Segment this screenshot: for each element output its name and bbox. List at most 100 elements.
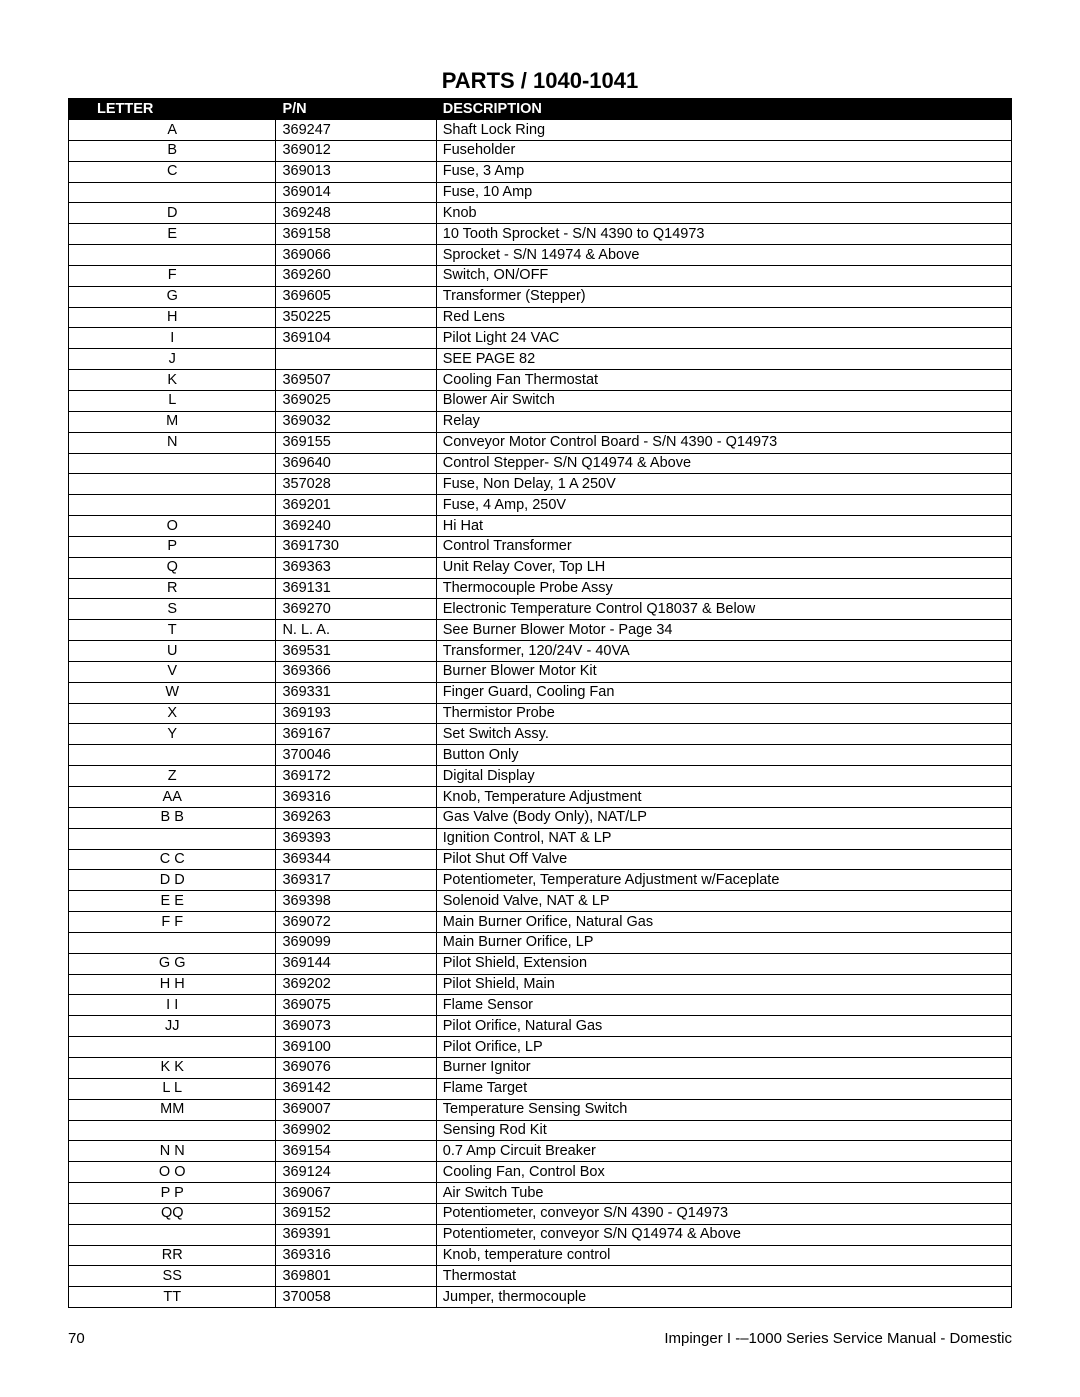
table-row: P3691730Control Transformer [69,536,1012,557]
cell-description: Potentiometer, conveyor S/N 4390 - Q1497… [436,1203,1011,1224]
cell-letter: O [69,516,276,537]
table-row: 369014Fuse, 10 Amp [69,182,1012,203]
cell-pn: 369032 [276,411,436,432]
cell-description: Cooling Fan, Control Box [436,1162,1011,1183]
table-row: RR369316Knob, temperature control [69,1245,1012,1266]
cell-letter: O O [69,1162,276,1183]
table-row: K K369076Burner Ignitor [69,1057,1012,1078]
cell-description: Pilot Orifice, Natural Gas [436,1016,1011,1037]
cell-letter: B B [69,807,276,828]
cell-letter: U [69,641,276,662]
cell-pn: 350225 [276,307,436,328]
cell-description: Main Burner Orifice, LP [436,932,1011,953]
cell-description: Gas Valve (Body Only), NAT/LP [436,807,1011,828]
page-footer: 70 Impinger I -–1000 Series Service Manu… [68,1330,1012,1347]
table-row: R369131Thermocouple Probe Assy [69,578,1012,599]
cell-description: Fuse, 3 Amp [436,161,1011,182]
cell-pn: 369131 [276,578,436,599]
cell-description: Solenoid Valve, NAT & LP [436,891,1011,912]
table-row: G G369144Pilot Shield, Extension [69,953,1012,974]
cell-letter: L L [69,1078,276,1099]
cell-pn: 369605 [276,286,436,307]
cell-description: Cooling Fan Thermostat [436,370,1011,391]
table-row: TT370058Jumper, thermocouple [69,1287,1012,1308]
cell-pn: 369316 [276,787,436,808]
cell-description: Pilot Light 24 VAC [436,328,1011,349]
cell-description: Knob [436,203,1011,224]
cell-description: Potentiometer, conveyor S/N Q14974 & Abo… [436,1224,1011,1245]
cell-letter [69,495,276,516]
cell-letter [69,1037,276,1058]
cell-description: Knob, Temperature Adjustment [436,787,1011,808]
cell-letter [69,1120,276,1141]
cell-pn: 369248 [276,203,436,224]
cell-pn: 369066 [276,245,436,266]
cell-pn: 369640 [276,453,436,474]
table-row: L L369142Flame Target [69,1078,1012,1099]
table-row: P P369067Air Switch Tube [69,1183,1012,1204]
table-row: MM369007Temperature Sensing Switch [69,1099,1012,1120]
table-row: QQ369152Potentiometer, conveyor S/N 4390… [69,1203,1012,1224]
cell-description: SEE PAGE 82 [436,349,1011,370]
cell-pn: 369193 [276,703,436,724]
table-row: L369025Blower Air Switch [69,390,1012,411]
cell-description: Transformer, 120/24V - 40VA [436,641,1011,662]
cell-letter: N [69,432,276,453]
cell-pn: 369316 [276,1245,436,1266]
cell-pn: 369167 [276,724,436,745]
table-row: M369032Relay [69,411,1012,432]
table-row: D369248Knob [69,203,1012,224]
cell-letter: L [69,390,276,411]
cell-letter: X [69,703,276,724]
table-row: 369902Sensing Rod Kit [69,1120,1012,1141]
cell-pn: 370058 [276,1287,436,1308]
cell-pn: 369076 [276,1057,436,1078]
cell-pn: 369075 [276,995,436,1016]
cell-letter: K K [69,1057,276,1078]
cell-letter: I I [69,995,276,1016]
cell-description: Burner Ignitor [436,1057,1011,1078]
cell-pn: 369142 [276,1078,436,1099]
table-row: X369193Thermistor Probe [69,703,1012,724]
cell-description: Main Burner Orifice, Natural Gas [436,912,1011,933]
table-row: O369240Hi Hat [69,516,1012,537]
col-header-description: DESCRIPTION [436,99,1011,120]
cell-letter: R [69,578,276,599]
cell-pn: 369067 [276,1183,436,1204]
table-row: F369260Switch, ON/OFF [69,265,1012,286]
cell-pn: 369240 [276,516,436,537]
cell-letter: JJ [69,1016,276,1037]
table-row: JSEE PAGE 82 [69,349,1012,370]
table-row: SS369801Thermostat [69,1266,1012,1287]
cell-pn: 369072 [276,912,436,933]
cell-description: Red Lens [436,307,1011,328]
cell-letter [69,828,276,849]
cell-letter: F [69,265,276,286]
table-row: I I369075Flame Sensor [69,995,1012,1016]
cell-pn: 369144 [276,953,436,974]
page-title: PARTS / 1040-1041 [68,68,1012,94]
cell-letter [69,453,276,474]
cell-description: Hi Hat [436,516,1011,537]
table-row: S369270Electronic Temperature Control Q1… [69,599,1012,620]
cell-letter: I [69,328,276,349]
cell-letter: W [69,682,276,703]
table-row: A369247Shaft Lock Ring [69,120,1012,141]
cell-pn: 369014 [276,182,436,203]
cell-description: Air Switch Tube [436,1183,1011,1204]
cell-letter: P [69,536,276,557]
table-row: V369366Burner Blower Motor Kit [69,661,1012,682]
cell-pn: 369073 [276,1016,436,1037]
cell-description: Button Only [436,745,1011,766]
cell-letter: F F [69,912,276,933]
table-row: I369104Pilot Light 24 VAC [69,328,1012,349]
cell-description: Thermostat [436,1266,1011,1287]
cell-pn: 369331 [276,682,436,703]
cell-letter: V [69,661,276,682]
table-header-row: LETTER P/N DESCRIPTION [69,99,1012,120]
cell-pn: 369344 [276,849,436,870]
cell-letter: D D [69,870,276,891]
table-row: H H369202Pilot Shield, Main [69,974,1012,995]
cell-pn: 369025 [276,390,436,411]
cell-description: Pilot Shut Off Valve [436,849,1011,870]
